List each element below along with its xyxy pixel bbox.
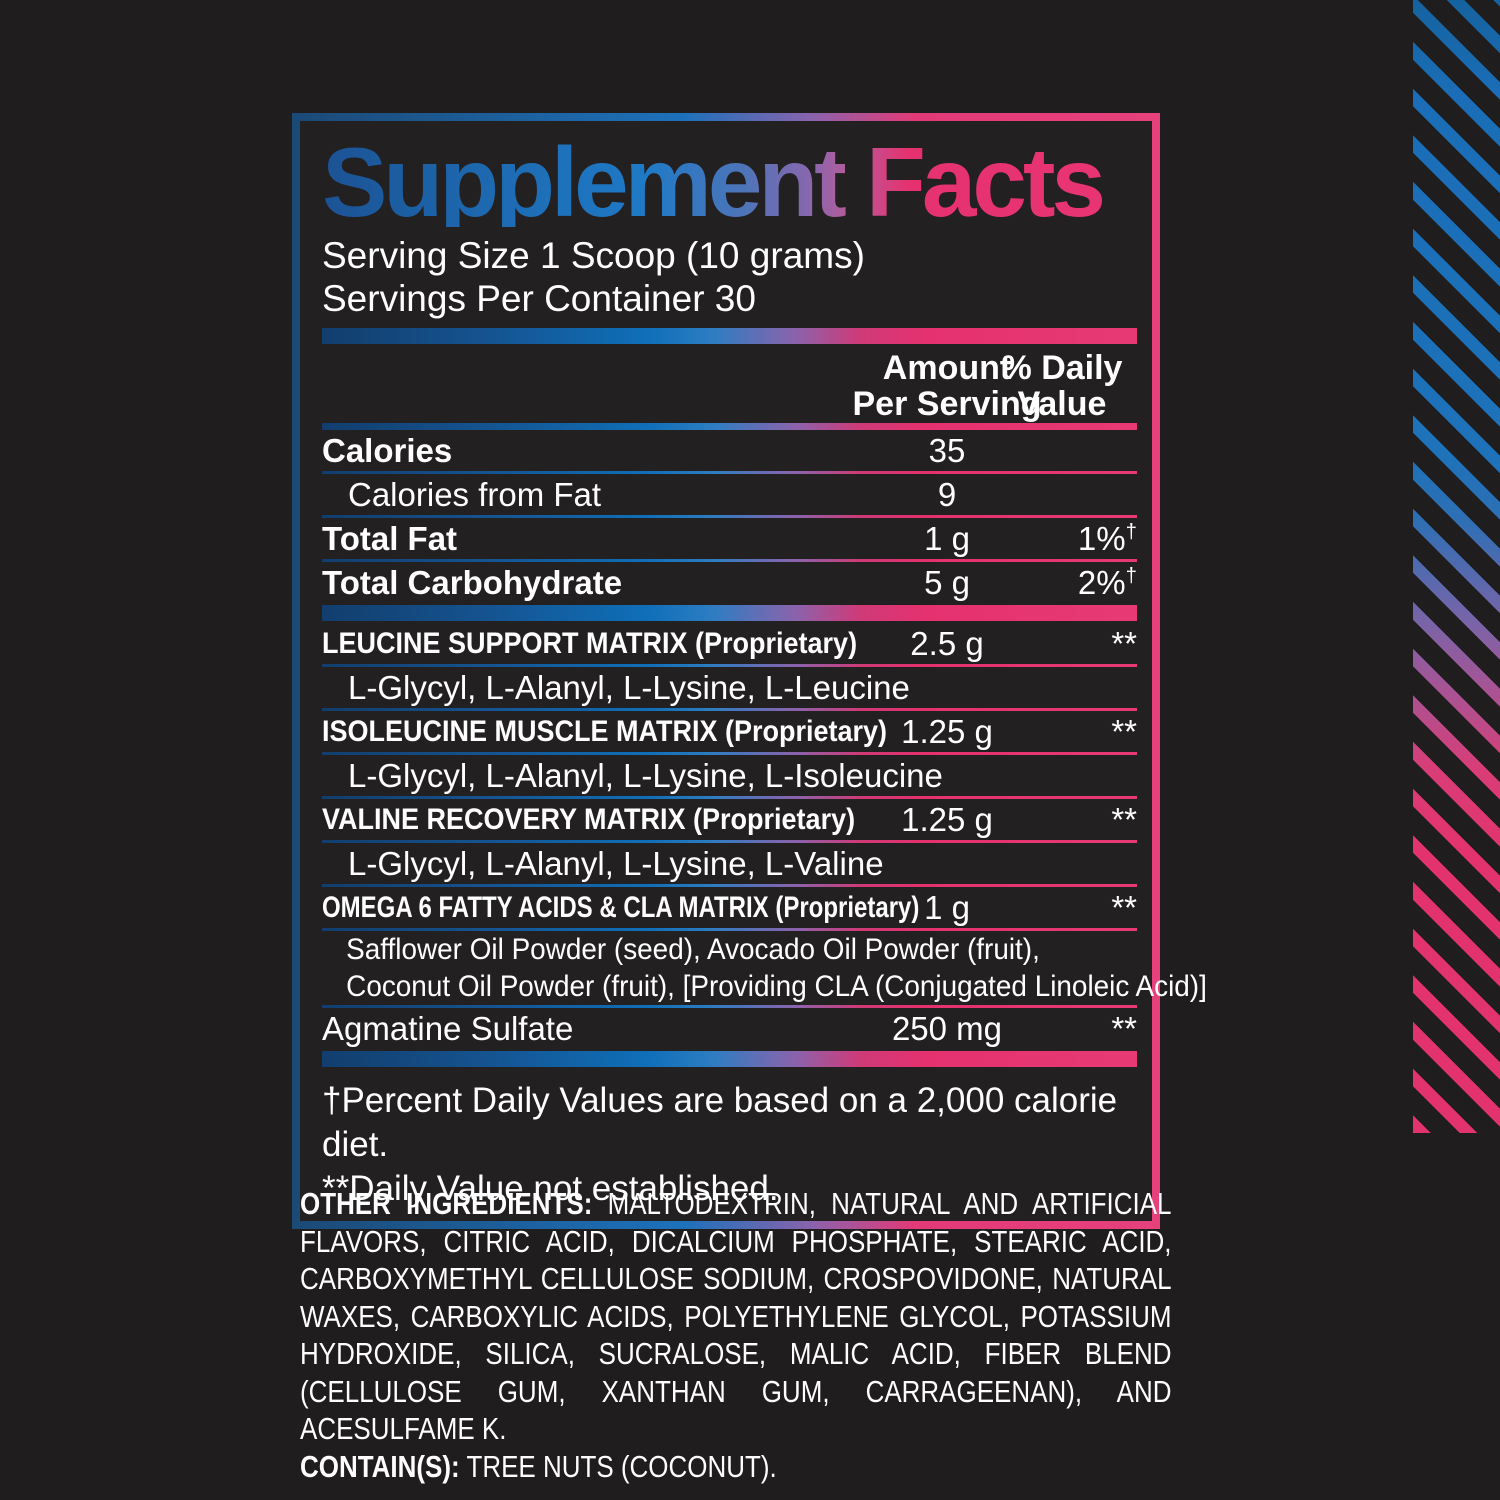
separator-bar-thick [322, 605, 1137, 622]
row-label: Agmatine Sulfate [322, 1009, 574, 1047]
separator-bar-thin [322, 471, 1137, 475]
row-label: LEUCINE SUPPORT MATRIX (Proprietary) [322, 626, 858, 660]
other-ingredients-heading: OTHER INGREDIENTS: [300, 1186, 593, 1221]
separator-bar-thin [322, 884, 1137, 888]
servings-per-container-text: Servings Per Container 30 [322, 277, 756, 319]
facts-row: Total Carbohydrate 5 g 2%† [322, 562, 1137, 603]
facts-rows: Calories 35 Calories from Fat 9 Total Fa… [322, 430, 1207, 1068]
row-label: L-Glycyl, L-Alanyl, L-Lysine, L-Leucine [348, 668, 910, 706]
contains-line: CONTAIN(S): TREE NUTS (COCONUT). [300, 1448, 1172, 1486]
other-ingredients-paragraph: OTHER INGREDIENTS: MALTODEXTRIN, NATURAL… [300, 1185, 1172, 1448]
amount-header-line1: Amount [882, 349, 1012, 388]
facts-row: Calories from Fat 9 [322, 474, 1137, 515]
row-label: Total Fat [322, 519, 458, 557]
row-amount: 1.25 g [901, 800, 993, 838]
separator-bar-thin [322, 708, 1137, 712]
row-label: OMEGA 6 FATTY ACIDS & CLA MATRIX (Propri… [322, 890, 920, 924]
row-amount: 5 g [924, 563, 970, 601]
row-amount: 35 [928, 431, 966, 469]
row-daily-value: ** [1111, 888, 1137, 926]
gradient-bar-top [322, 328, 1137, 345]
serving-info: Serving Size 1 Scoop (10 grams) Servings… [322, 235, 1137, 320]
amount-header-line2: Per Serving [852, 384, 1042, 423]
serving-size-text: Serving Size 1 Scoop (10 grams) [322, 235, 865, 277]
contains-text: TREE NUTS (COCONUT). [466, 1448, 777, 1484]
gradient-bar-header [322, 423, 1137, 431]
footnote-daily-values: †Percent Daily Values are based on a 2,0… [322, 1081, 1118, 1164]
row-label: Safflower Oil Powder (seed), Avocado Oil… [346, 932, 1040, 966]
amount-column-header: Amount Per Serving [842, 349, 1052, 423]
row-amount: 9 [937, 475, 957, 513]
facts-row: Agmatine Sulfate 250 mg ** [322, 1008, 1137, 1049]
separator-bar-thick [322, 1051, 1137, 1068]
facts-row: L-Glycyl, L-Alanyl, L-Lysine, L-Isoleuci… [322, 755, 1137, 796]
facts-row: L-Glycyl, L-Alanyl, L-Lysine, L-Valine [322, 843, 1137, 884]
row-amount: 250 mg [891, 1009, 1003, 1047]
row-label: L-Glycyl, L-Alanyl, L-Lysine, L-Valine [348, 844, 884, 882]
supplement-facts-panel: Supplement Facts Serving Size 1 Scoop (1… [292, 113, 1207, 1229]
separator-bar-thin [322, 840, 1137, 844]
facts-row: LEUCINE SUPPORT MATRIX (Proprietary) 2.5… [322, 623, 1137, 664]
other-ingredients-text: MALTODEXTRIN, NATURAL AND ARTIFICIAL FLA… [300, 1186, 1172, 1446]
separator-bar-thin [322, 796, 1137, 800]
separator-bar-thin [322, 515, 1137, 519]
separator-bar-thin [322, 928, 1137, 932]
footnote-not-established: **Daily Value not established. [322, 1168, 779, 1208]
row-label: ISOLEUCINE MUSCLE MATRIX (Proprietary) [322, 714, 888, 748]
daily-value-column-header: % Daily Value [987, 349, 1137, 423]
row-daily-value: ** [1111, 1009, 1137, 1047]
row-daily-value: 2%† [1077, 563, 1137, 601]
row-label: Total Carbohydrate [322, 563, 623, 601]
row-amount: 1 g [924, 888, 970, 926]
facts-row: Safflower Oil Powder (seed), Avocado Oil… [322, 931, 1137, 968]
facts-row: ISOLEUCINE MUSCLE MATRIX (Proprietary) 1… [322, 711, 1137, 752]
footnotes: †Percent Daily Values are based on a 2,0… [322, 1069, 1137, 1212]
row-amount: 2.5 g [910, 624, 984, 662]
contains-heading: CONTAIN(S): [300, 1448, 460, 1484]
other-ingredients-section: OTHER INGREDIENTS: MALTODEXTRIN, NATURAL… [300, 1185, 1172, 1485]
row-daily-value: ** [1111, 624, 1137, 662]
facts-row: VALINE RECOVERY MATRIX (Proprietary) 1.2… [322, 799, 1137, 840]
facts-row: L-Glycyl, L-Alanyl, L-Lysine, L-Leucine [322, 667, 1137, 708]
facts-row: OMEGA 6 FATTY ACIDS & CLA MATRIX (Propri… [322, 887, 1137, 928]
separator-bar-thin [322, 752, 1137, 756]
row-daily-value: 1%† [1077, 519, 1137, 557]
separator-bar-thin [322, 559, 1137, 563]
facts-row: Coconut Oil Powder (fruit), [Providing C… [322, 968, 1207, 1005]
facts-row: Total Fat 1 g 1%† [322, 518, 1137, 559]
row-label: Calories from Fat [348, 475, 602, 513]
dv-header-line1: % Daily [1001, 349, 1123, 388]
row-amount: 1.25 g [901, 712, 993, 750]
separator-bar-thin [322, 664, 1137, 668]
row-daily-value: ** [1111, 800, 1137, 838]
page-title: Supplement Facts [322, 133, 1137, 231]
diagonal-stripes-decoration [1413, 0, 1500, 1133]
row-daily-value: ** [1111, 712, 1137, 750]
separator-bar-thin [322, 1005, 1137, 1009]
dv-header-line2: Value [1017, 384, 1107, 423]
row-label: VALINE RECOVERY MATRIX (Proprietary) [322, 802, 856, 836]
facts-row: Calories 35 [322, 430, 1137, 471]
row-label: Coconut Oil Powder (fruit), [Providing C… [346, 969, 1207, 1003]
row-label: Calories [322, 431, 453, 469]
columns-header: Amount Per Serving % Daily Value [322, 346, 1137, 423]
row-amount: 1 g [924, 519, 970, 557]
row-label: L-Glycyl, L-Alanyl, L-Lysine, L-Isoleuci… [348, 756, 943, 794]
